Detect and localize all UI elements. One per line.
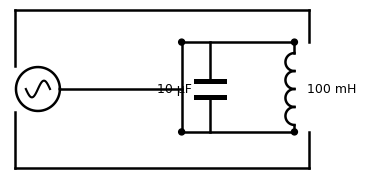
Circle shape	[179, 39, 185, 45]
Circle shape	[292, 39, 297, 45]
Text: 10 μF: 10 μF	[157, 83, 192, 96]
Circle shape	[179, 129, 185, 135]
Circle shape	[292, 129, 297, 135]
Text: 100 mH: 100 mH	[307, 83, 357, 96]
